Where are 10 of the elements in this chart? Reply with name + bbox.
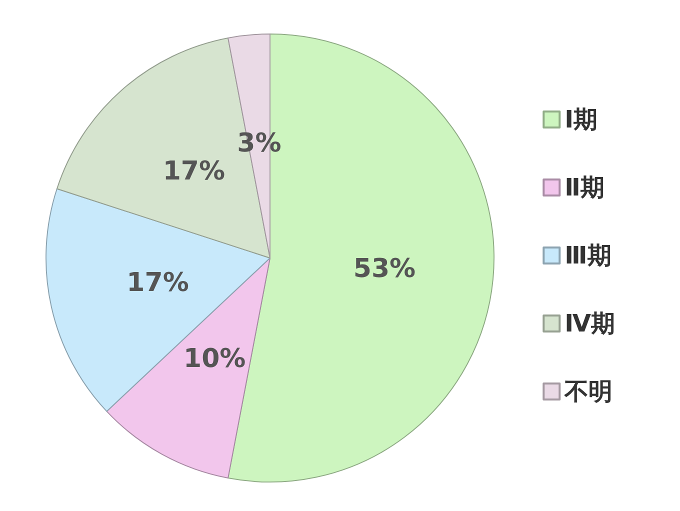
legend-label: Ⅱ期 xyxy=(564,174,604,202)
data-label: 10% xyxy=(183,344,246,374)
legend-label: Ⅳ期 xyxy=(564,310,616,338)
data-label: 3% xyxy=(237,128,282,159)
legend-label: Ⅲ期 xyxy=(564,242,612,270)
data-label: 53% xyxy=(353,254,416,284)
legend-label: Ⅰ期 xyxy=(564,106,598,134)
data-label: 17% xyxy=(162,156,226,187)
data-label: 17% xyxy=(126,268,189,298)
legend-label: 不明 xyxy=(564,378,613,406)
